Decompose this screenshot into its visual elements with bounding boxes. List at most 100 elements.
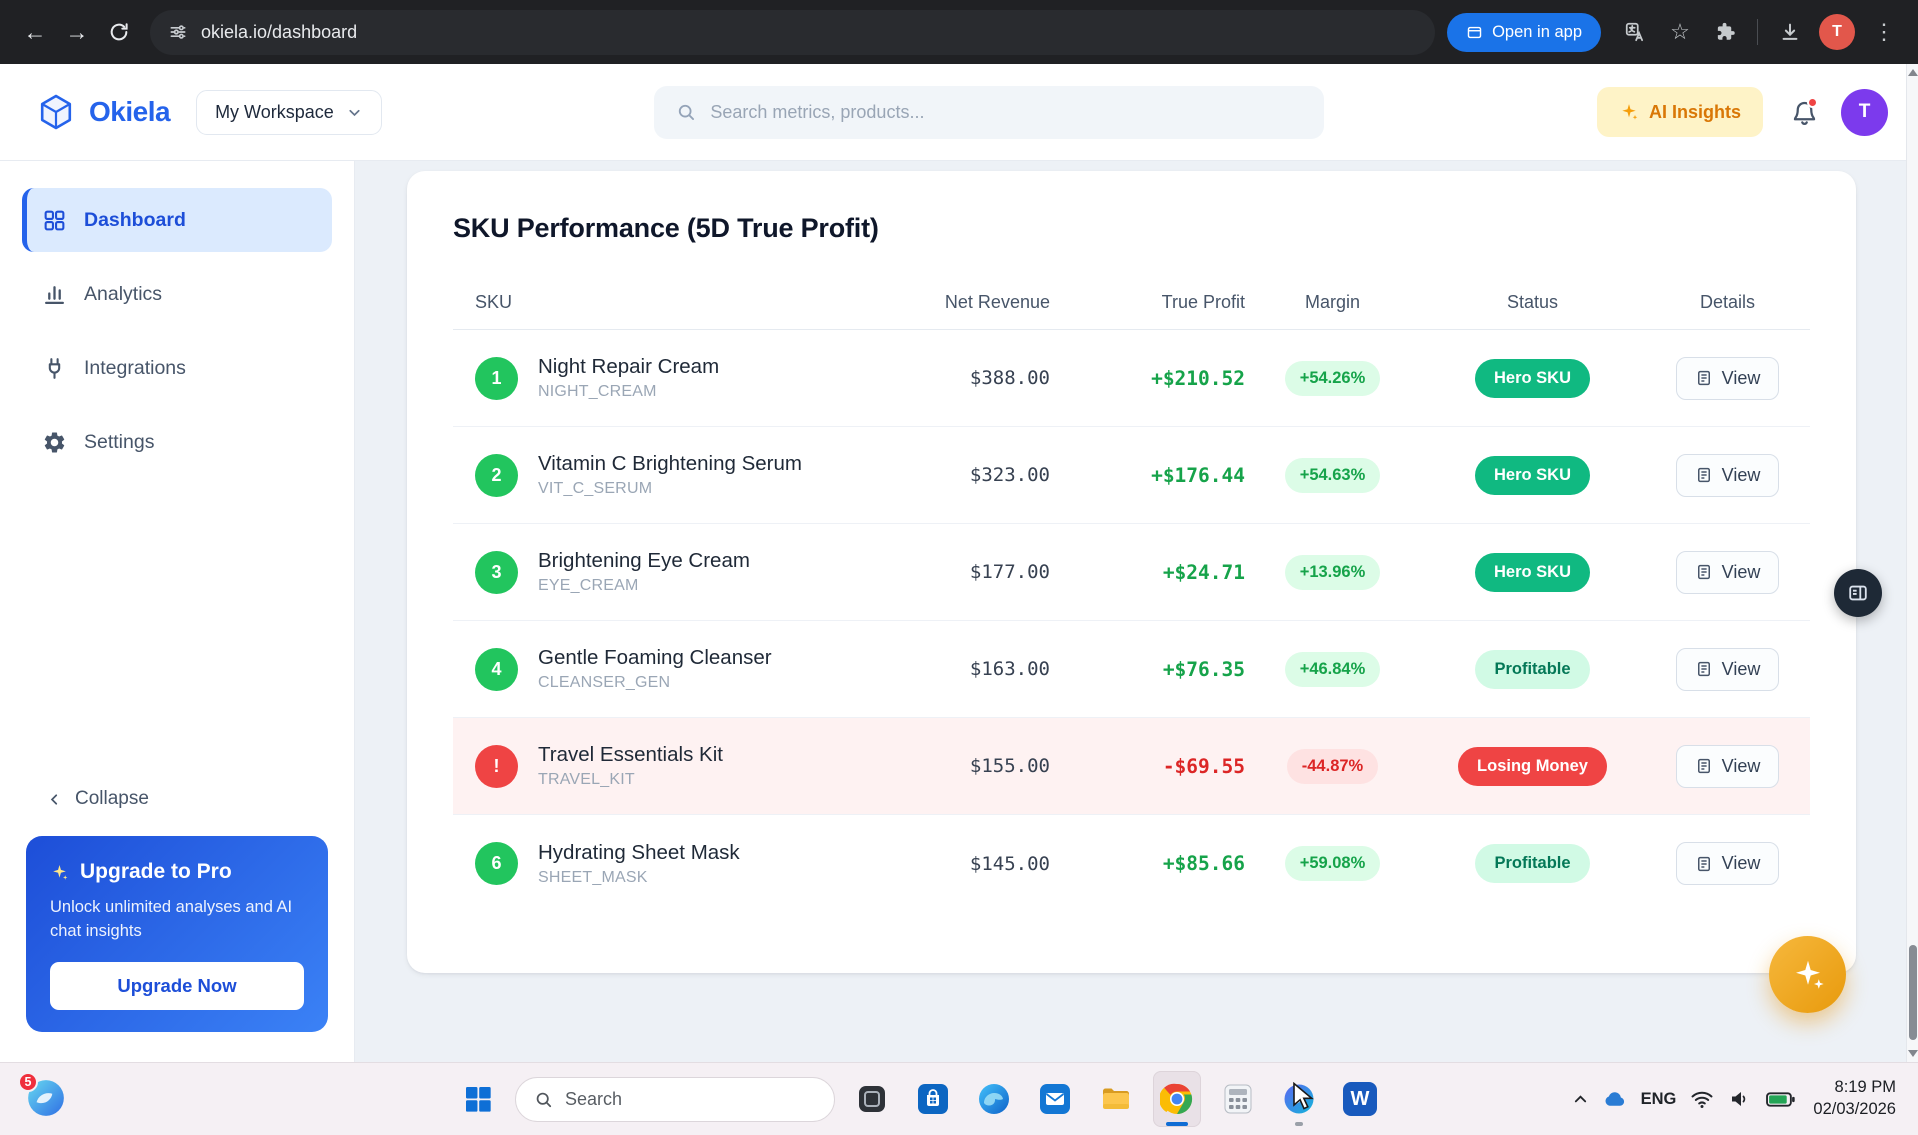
sku-cell: 6 Hydrating Sheet Mask SHEET_MASK [453, 841, 845, 887]
open-in-app-button[interactable]: Open in app [1447, 12, 1601, 52]
view-button[interactable]: View [1675, 356, 1780, 400]
ai-assistant-fab[interactable] [1769, 936, 1846, 1013]
bookmark-button[interactable]: ☆ [1660, 12, 1700, 52]
battery-icon [1766, 1091, 1796, 1107]
microsoft-store-button[interactable] [909, 1071, 957, 1127]
open-in-app-icon [1467, 26, 1482, 38]
wifi-button[interactable] [1690, 1087, 1714, 1111]
view-button[interactable]: View [1675, 647, 1780, 691]
status-cell: Profitable [1420, 649, 1645, 689]
app-logo-icon [28, 1080, 64, 1116]
url-text[interactable]: okiela.io/dashboard [201, 21, 358, 42]
calculator-button[interactable] [1214, 1071, 1262, 1127]
sidebar-item-analytics[interactable]: Analytics [22, 262, 332, 326]
volume-button[interactable] [1728, 1087, 1752, 1111]
mail-app-button[interactable] [1031, 1071, 1079, 1127]
browser-menu-button[interactable]: ⋮ [1864, 12, 1904, 52]
brand[interactable]: Okiela [36, 92, 171, 132]
margin-cell: +54.63% [1245, 457, 1420, 493]
store-icon [918, 1084, 948, 1114]
page-scrollbar[interactable] [1906, 64, 1918, 1062]
translate-button[interactable] [1615, 12, 1655, 52]
net-revenue-value: $155.00 [969, 755, 1050, 777]
rank-badge: 3 [475, 550, 518, 594]
browser-profile-avatar[interactable]: T [1819, 14, 1855, 50]
download-icon [1782, 23, 1798, 40]
battery-button[interactable] [1766, 1091, 1796, 1107]
folder-icon [1103, 1088, 1129, 1109]
chevron-down-icon [349, 109, 360, 116]
notifications-button[interactable] [1789, 97, 1819, 127]
upgrade-now-button[interactable]: Upgrade Now [50, 962, 304, 1010]
document-icon [1697, 467, 1710, 483]
margin-pill: -44.87% [1286, 748, 1379, 784]
status-badge: Profitable [1475, 844, 1590, 883]
scrollbar-thumb[interactable] [1908, 945, 1917, 1040]
file-explorer-button[interactable] [1092, 1071, 1140, 1127]
product-code: VIT_C_SERUM [538, 480, 653, 497]
start-button[interactable] [454, 1071, 502, 1127]
badged-app-icon[interactable]: 5 [18, 1072, 68, 1121]
language-indicator[interactable]: ENG [1640, 1089, 1677, 1108]
scrollbar-up-arrow[interactable] [1908, 69, 1918, 76]
word-letter: W [1350, 1087, 1370, 1110]
sparkle-icon [53, 864, 68, 880]
clock[interactable]: 8:19 PM 02/03/2026 [1813, 1077, 1896, 1121]
browser-forward-button[interactable]: → [56, 11, 98, 53]
view-button[interactable]: View [1675, 744, 1780, 788]
details-cell: View [1645, 744, 1810, 788]
column-header-net-revenue: Net Revenue [944, 292, 1050, 312]
details-cell: View [1645, 842, 1810, 885]
scrollbar-down-arrow[interactable] [1908, 1050, 1918, 1057]
chrome-browser-button[interactable] [1153, 1071, 1201, 1127]
user-avatar[interactable]: T [1841, 88, 1888, 136]
downloads-button[interactable] [1770, 12, 1810, 52]
view-button[interactable]: View [1675, 550, 1780, 594]
upgrade-title: Upgrade to Pro [80, 860, 232, 884]
taskbar-search-input[interactable] [565, 1088, 816, 1110]
forward-icon: → [65, 18, 89, 45]
browser-reload-button[interactable] [98, 11, 140, 53]
browser-back-button[interactable]: ← [14, 11, 56, 53]
app-search[interactable] [654, 85, 1325, 139]
app-search-input[interactable] [710, 101, 1303, 123]
status-cell: Hero SKU [1420, 552, 1645, 592]
notification-count-badge: 5 [18, 1072, 38, 1092]
workspace-selector[interactable]: My Workspace [196, 89, 382, 135]
ai-insights-label: AI Insights [1648, 101, 1741, 122]
sidebar-item-dashboard[interactable]: Dashboard [22, 188, 332, 252]
running-app-indicator [1295, 1122, 1303, 1126]
sku-cell: 2 Vitamin C Brightening Serum VIT_C_SERU… [453, 452, 845, 498]
view-button[interactable]: View [1675, 842, 1780, 885]
sidebar-item-label: Settings [84, 430, 155, 453]
notification-dot [1807, 97, 1818, 108]
ai-insights-button[interactable]: AI Insights [1596, 87, 1763, 137]
task-view-button[interactable] [848, 1071, 896, 1127]
extensions-button[interactable] [1705, 12, 1745, 52]
table-body: 1 Night Repair Cream NIGHT_CREAM $388.00… [453, 330, 1810, 912]
net-revenue-value: $177.00 [969, 561, 1050, 583]
sidebar-item-settings[interactable]: Settings [22, 410, 332, 474]
table-row: 3 Brightening Eye Cream EYE_CREAM $177.0… [453, 524, 1810, 621]
column-header-status: Status [1506, 292, 1559, 312]
margin-pill: +59.08% [1284, 846, 1381, 881]
view-button[interactable]: View [1675, 453, 1780, 497]
speaker-icon [1732, 1092, 1746, 1106]
product-code: CLEANSER_GEN [538, 674, 671, 691]
status-cell: Profitable [1420, 844, 1645, 883]
sidebar-item-integrations[interactable]: Integrations [22, 336, 332, 400]
omnibox[interactable]: okiela.io/dashboard [150, 9, 1436, 55]
side-panel-button[interactable] [1834, 569, 1882, 617]
app-region: Okiela My Workspace AI Insights T [0, 64, 1918, 1062]
tray-overflow-button[interactable] [1573, 1092, 1588, 1107]
media-player-button[interactable] [1275, 1071, 1323, 1127]
browser-toolbar: ← → okiela.io/dashboard Open in app ☆ [0, 0, 1918, 64]
word-button[interactable]: W [1336, 1071, 1384, 1127]
taskbar-search[interactable] [515, 1076, 835, 1122]
collapse-sidebar-button[interactable]: Collapse [0, 776, 354, 822]
onedrive-button[interactable] [1602, 1087, 1627, 1112]
site-info-icon[interactable] [168, 22, 188, 42]
table-row: 4 Gentle Foaming Cleanser CLEANSER_GEN $… [453, 621, 1810, 718]
edge-browser-button[interactable] [970, 1071, 1018, 1127]
net-revenue-value: $388.00 [969, 367, 1050, 389]
